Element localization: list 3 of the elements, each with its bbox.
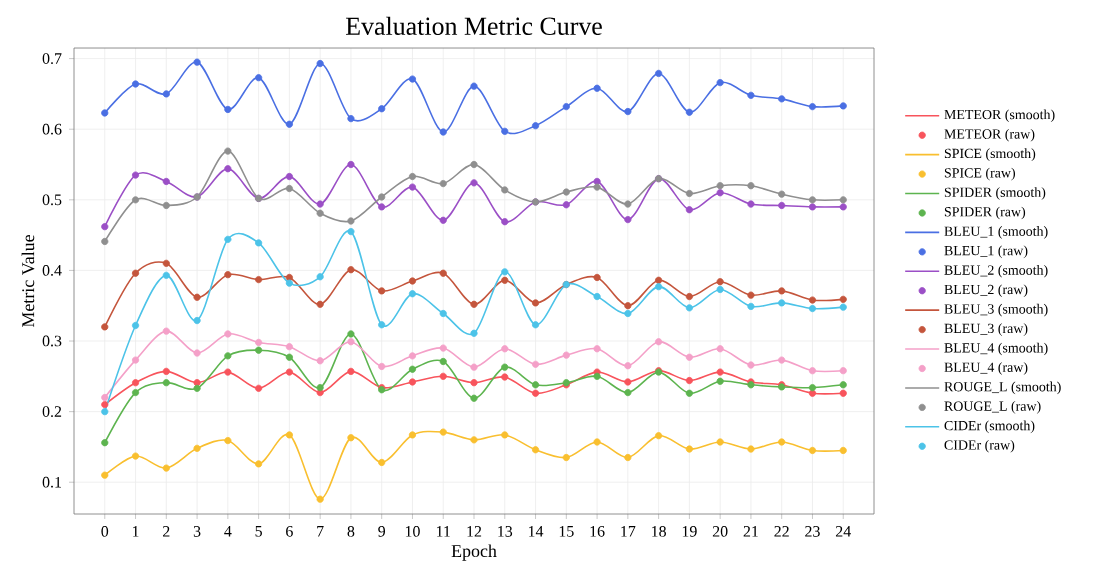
y-axis-title: Metric Value: [21, 235, 35, 328]
x-axis-title: Epoch: [451, 544, 497, 561]
chart-title: Evaluation Metric Curve: [346, 16, 602, 35]
